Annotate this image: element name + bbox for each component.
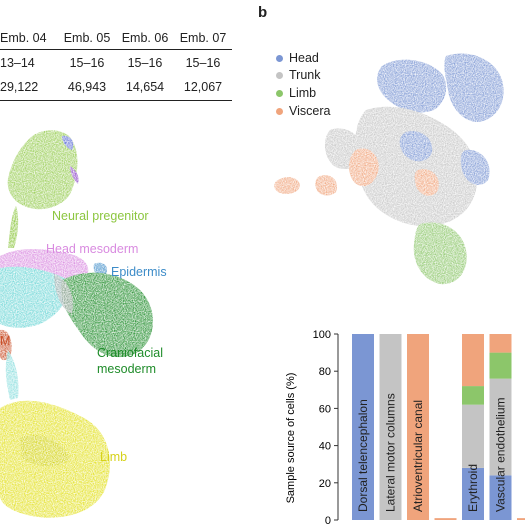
umap-b-head-right bbox=[444, 53, 504, 122]
bar-segment-trunk bbox=[489, 378, 512, 476]
table-row: 13–14 15–16 15–16 15–16 bbox=[0, 50, 232, 75]
table-header: Emb. 07 bbox=[174, 28, 232, 50]
table-cell: 15–16 bbox=[69, 56, 105, 70]
label-epidermis: Epidermis bbox=[111, 265, 167, 279]
umap-b-viscera-3 bbox=[274, 177, 300, 194]
umap-cluster-neural-blue bbox=[62, 135, 74, 150]
legend-item-viscera: Viscera bbox=[276, 104, 330, 118]
y-axis-label: Sample source of cells (%) bbox=[285, 373, 297, 504]
y-axis: 0 20 40 60 80 100 bbox=[313, 329, 339, 525]
bar-category-label: Dorsal telencephalon bbox=[356, 399, 370, 512]
umap-stream bbox=[5, 350, 19, 400]
umap-cluster-craniofacial bbox=[61, 272, 153, 358]
legend-label: Viscera bbox=[289, 104, 331, 118]
table-header: Emb. 04 bbox=[0, 28, 58, 50]
umap-cluster-limb-inner bbox=[20, 435, 70, 467]
umap-sample-source bbox=[274, 53, 504, 285]
legend-dot-icon bbox=[276, 72, 283, 80]
table-row: 29,122 46,943 14,654 12,067 bbox=[0, 74, 232, 101]
umap-cluster-neural bbox=[7, 130, 78, 210]
bar-segment-head bbox=[352, 334, 374, 520]
umap-strand bbox=[8, 206, 19, 248]
legend-label: Trunk bbox=[289, 68, 321, 82]
legend-item-head: Head bbox=[276, 51, 319, 65]
bar-category-label: Erythroid bbox=[466, 464, 480, 512]
table-cell: 14,654 bbox=[116, 74, 174, 101]
legend-dot-icon bbox=[276, 108, 283, 116]
bar-labels: Dorsal telencephalon Lateral motor column… bbox=[356, 393, 508, 512]
table-cell: 29,122 bbox=[0, 74, 58, 101]
umap-cluster-cyan bbox=[0, 266, 69, 328]
legend-dot-icon bbox=[276, 55, 283, 63]
y-tick-label: 100 bbox=[313, 329, 331, 341]
table-header: Emb. 06 bbox=[116, 28, 174, 50]
table-cell: 13–14 bbox=[0, 56, 35, 70]
table-cell: 12,067 bbox=[174, 74, 232, 101]
legend-item-trunk: Trunk bbox=[276, 68, 321, 82]
bar-category-label: Lateral motor columns bbox=[384, 393, 398, 512]
umap-b-head bbox=[377, 59, 447, 113]
legend-label: Head bbox=[289, 51, 319, 65]
bar-category-label: Atrioventricular canal bbox=[411, 400, 425, 512]
bar-segment-trunk bbox=[462, 404, 484, 468]
bar-segment-viscera bbox=[407, 334, 429, 520]
umap-b-viscera-1 bbox=[348, 148, 379, 187]
umap-cluster-neural-purple bbox=[70, 166, 79, 184]
umap-cluster-gray bbox=[54, 274, 73, 314]
bar-segment-viscera bbox=[489, 334, 512, 353]
label-craniofacial: Craniofacial bbox=[97, 346, 164, 360]
table-cell: 15–16 bbox=[127, 56, 163, 70]
bar-segment-head bbox=[462, 467, 484, 520]
bar-segment-viscera bbox=[434, 518, 457, 520]
y-tick-label: 80 bbox=[319, 366, 331, 378]
legend-item-limb: Limb bbox=[276, 86, 316, 100]
y-tick-label: 40 bbox=[319, 441, 331, 453]
y-tick-label: 60 bbox=[319, 403, 331, 415]
table-cell: 46,943 bbox=[58, 74, 116, 101]
umap-b-limb bbox=[413, 222, 467, 285]
bar-segment-limb bbox=[489, 352, 512, 379]
stacked-bar-chart: Sample source of cells (%) 020406080100 … bbox=[285, 329, 525, 525]
legend-dot-icon bbox=[276, 90, 283, 98]
label-neural-pregenitor: Neural pregenitor bbox=[52, 209, 149, 223]
umap-b-head-mid bbox=[399, 131, 433, 162]
label-limb: Limb bbox=[100, 450, 128, 464]
label-head-mesoderm: Head mesoderm bbox=[46, 242, 139, 256]
umap-cell-types bbox=[0, 130, 153, 518]
embryo-table: Emb. 04 Emb. 05 Emb. 06 Emb. 07 13–14 15… bbox=[0, 28, 232, 101]
bar-segment-trunk bbox=[379, 334, 402, 520]
legend-label: Limb bbox=[289, 86, 317, 100]
bars bbox=[352, 334, 525, 520]
y-tick-label: 20 bbox=[319, 478, 331, 490]
bar-segment-head bbox=[489, 475, 512, 520]
bar-category-label: Vascular endothelium bbox=[494, 397, 508, 512]
table-header-row: Emb. 04 Emb. 05 Emb. 06 Emb. 07 bbox=[0, 28, 232, 50]
umap-cluster-epidermis bbox=[93, 262, 108, 276]
label-mesoderm: mesoderm bbox=[97, 362, 157, 376]
bar-segment-limb bbox=[462, 386, 484, 405]
table-header: Emb. 05 bbox=[58, 28, 116, 50]
bar-segment-viscera bbox=[462, 334, 484, 387]
label-m: M bbox=[0, 334, 11, 348]
umap-b-viscera-2 bbox=[315, 175, 338, 196]
umap-b-trunk bbox=[355, 106, 478, 227]
umap-b-head-right2 bbox=[460, 149, 490, 185]
table-cell: 15–16 bbox=[185, 56, 221, 70]
y-tick-label: 0 bbox=[325, 515, 331, 525]
umap-b-viscera-4 bbox=[414, 169, 439, 196]
bar-segment-viscera bbox=[517, 518, 525, 520]
panel-b-label: b bbox=[258, 4, 268, 21]
